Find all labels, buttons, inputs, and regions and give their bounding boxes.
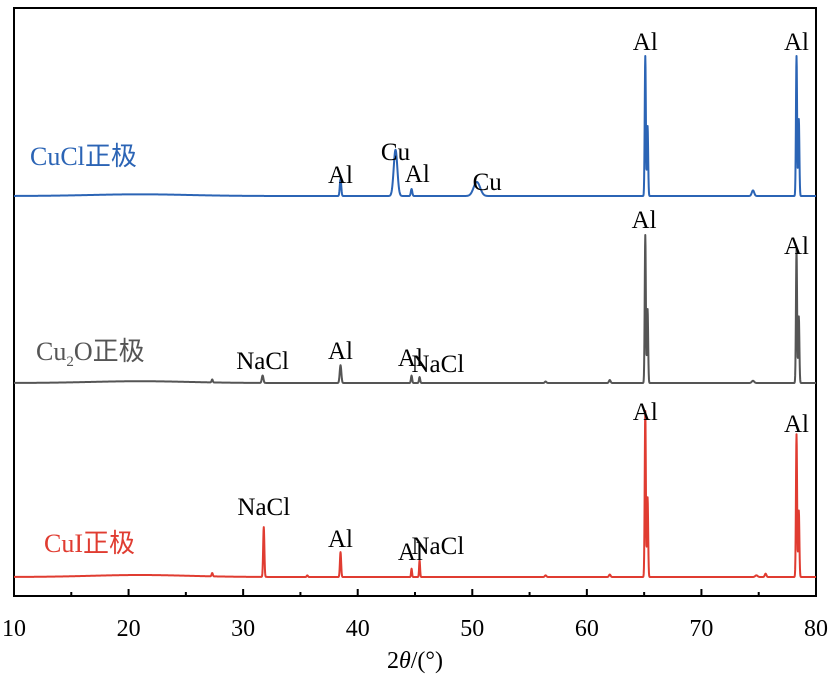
peak-label: Al — [398, 539, 423, 566]
series-layer — [13, 54, 817, 578]
x-axis-title: 2θ/(°) — [387, 648, 443, 674]
x-tick-label: 70 — [689, 616, 713, 642]
peak-label: Al — [633, 399, 658, 426]
peak-label: NaCl — [412, 351, 465, 378]
x-axis-ticks — [70, 589, 760, 596]
series-line-2 — [13, 409, 817, 578]
series-labels: CuCl正极 Cu2O正极 CuI正极 — [30, 142, 145, 558]
peak-label: Cu — [381, 139, 411, 166]
peak-label: Al — [398, 345, 423, 372]
peak-label: NaCl — [237, 494, 290, 521]
series-name-1: Cu2O正极 — [36, 337, 145, 370]
peak-label: Al — [632, 207, 657, 234]
series-line-1 — [13, 233, 817, 384]
x-tick-label: 10 — [2, 616, 26, 642]
series-line-0 — [13, 54, 817, 197]
series-name-0: CuCl正极 — [30, 142, 137, 171]
x-tick-label: 40 — [346, 616, 370, 642]
x-tick-label: 20 — [117, 616, 141, 642]
peak-label: Cu — [473, 169, 503, 196]
x-tick-label: 50 — [460, 616, 484, 642]
plot-frame — [13, 7, 817, 597]
peak-label: Al — [405, 161, 430, 188]
peak-label: Al — [633, 29, 658, 56]
x-tick-label: 80 — [804, 616, 828, 642]
x-tick-label: 30 — [231, 616, 255, 642]
peak-label: NaCl — [412, 533, 465, 560]
peak-label: Al — [328, 338, 353, 365]
x-axis-tick-labels: 10 20 30 40 50 60 70 80 — [2, 616, 828, 642]
series-name-2: CuI正极 — [44, 529, 135, 558]
x-tick-label: 60 — [575, 616, 599, 642]
peak-label: Al — [328, 162, 353, 189]
peak-label: Al — [784, 411, 809, 438]
peak-label: NaCl — [236, 348, 289, 375]
peak-label: Al — [784, 233, 809, 260]
peak-label: Al — [328, 526, 353, 553]
peak-label: Al — [784, 29, 809, 56]
